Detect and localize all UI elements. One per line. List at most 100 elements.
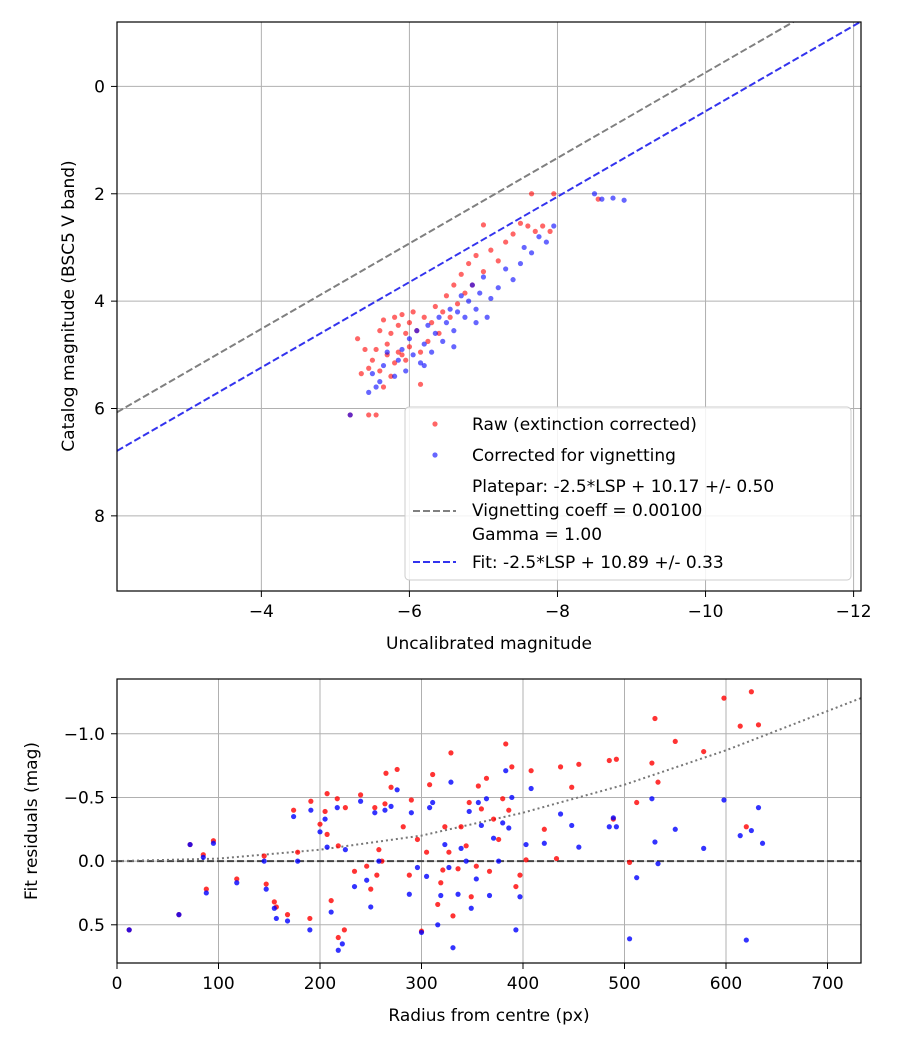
calibration-point	[473, 306, 479, 312]
calibration-point	[454, 309, 461, 315]
calibration-point	[517, 220, 524, 226]
residuals-point	[295, 849, 301, 855]
residuals-point	[483, 796, 490, 802]
residuals-point	[500, 820, 506, 826]
residuals-point	[490, 816, 497, 822]
calibration-y-tick-label: 0	[94, 77, 105, 97]
residuals-point	[317, 821, 323, 827]
residuals-point	[295, 858, 301, 864]
residuals-point	[324, 791, 330, 797]
residuals-point	[701, 845, 707, 851]
calibration-point	[488, 295, 494, 302]
residuals-point	[423, 849, 430, 855]
calibration-point	[532, 228, 538, 234]
residuals-point	[342, 805, 348, 811]
calibration-point	[380, 317, 387, 323]
calibration-point	[373, 412, 379, 418]
calibration-x-tick-label: −4	[249, 602, 274, 622]
residuals-point	[626, 936, 633, 942]
calibration-point	[421, 341, 427, 347]
residuals-y-axis-label: Fit residuals (mag)	[22, 742, 42, 900]
residuals-point	[509, 794, 515, 801]
residuals-point	[506, 807, 512, 813]
residuals-x-tick-label: 0	[112, 974, 123, 994]
calibration-point	[380, 362, 387, 369]
residuals-point	[523, 857, 529, 863]
calibration-point	[495, 285, 501, 291]
residuals-point	[649, 760, 655, 766]
residuals-point	[442, 824, 448, 830]
calibration-point	[443, 293, 450, 299]
residuals-point	[430, 799, 436, 806]
calibration-point	[392, 373, 398, 379]
calibration-point	[440, 338, 446, 344]
calibration-point	[406, 344, 413, 350]
calibration-point	[488, 247, 494, 253]
calibration-point	[440, 309, 446, 315]
legend-platepar-line-text: Platepar: -2.5*LSP + 10.17 +/- 0.50	[472, 477, 774, 497]
residuals-point	[455, 891, 461, 897]
calibration-point	[528, 191, 535, 197]
residuals-point	[743, 824, 749, 830]
residuals-point	[374, 872, 380, 878]
residuals-point	[721, 695, 727, 701]
residuals-point	[450, 945, 456, 951]
calibration-point	[469, 282, 475, 288]
residuals-point	[446, 864, 452, 871]
legend-fit-label: Fit: -2.5*LSP + 10.89 +/- 0.33	[472, 553, 724, 573]
residuals-point	[271, 905, 277, 911]
residuals-point	[322, 808, 328, 815]
calibration-y-tick-label: 2	[94, 185, 105, 205]
residuals-point	[626, 859, 633, 865]
residuals-point	[308, 798, 314, 804]
calibration-point	[451, 328, 457, 334]
residuals-point	[523, 841, 529, 848]
residuals-point	[414, 864, 421, 871]
residuals-lines	[117, 697, 861, 863]
residuals-point	[368, 886, 374, 892]
residuals-point	[748, 689, 754, 695]
residuals-point	[307, 927, 313, 933]
calibration-point	[421, 362, 427, 369]
residuals-point	[430, 771, 436, 778]
calibration-point	[473, 320, 479, 326]
calibration-point	[517, 260, 524, 267]
calibration-fit-line	[117, 22, 796, 414]
calibration-point	[421, 314, 427, 320]
calibration-x-tick-label: −8	[545, 602, 570, 622]
residuals-x-tick-label: 200	[304, 974, 336, 994]
calibration-point	[473, 252, 479, 259]
residuals-point	[271, 899, 277, 905]
calibration-point	[477, 290, 483, 296]
calibration-point	[410, 352, 416, 358]
residuals-point	[328, 909, 334, 915]
calibration-point	[347, 412, 353, 418]
residuals-point	[509, 764, 515, 770]
residuals-point	[427, 782, 433, 788]
residuals-point	[358, 792, 364, 798]
residuals-point	[435, 922, 441, 928]
residuals-point	[291, 807, 297, 813]
residuals-point	[463, 858, 469, 864]
calibration-point	[451, 344, 457, 350]
residuals-point	[372, 805, 378, 811]
residuals-point	[743, 937, 749, 943]
calibration-point	[621, 197, 627, 203]
calibration-point	[543, 239, 549, 245]
residuals-point	[486, 868, 493, 874]
residuals-point	[284, 912, 291, 918]
residuals-point	[483, 775, 490, 781]
residuals-point	[317, 829, 323, 835]
residuals-point	[364, 877, 370, 883]
residuals-point	[400, 824, 406, 830]
residuals-point	[322, 816, 328, 822]
calibration-chart: −4 −6 −8 −10 −12 0 2 4 6 8 Uncalibrated magnitud…	[59, 21, 872, 654]
residuals-point	[324, 831, 330, 837]
calibration-point	[525, 223, 531, 229]
residuals-x-tick-label: 100	[202, 974, 234, 994]
residuals-point	[503, 741, 509, 747]
residuals-point	[517, 894, 523, 900]
calibration-points	[347, 191, 627, 418]
residuals-point	[438, 892, 444, 899]
